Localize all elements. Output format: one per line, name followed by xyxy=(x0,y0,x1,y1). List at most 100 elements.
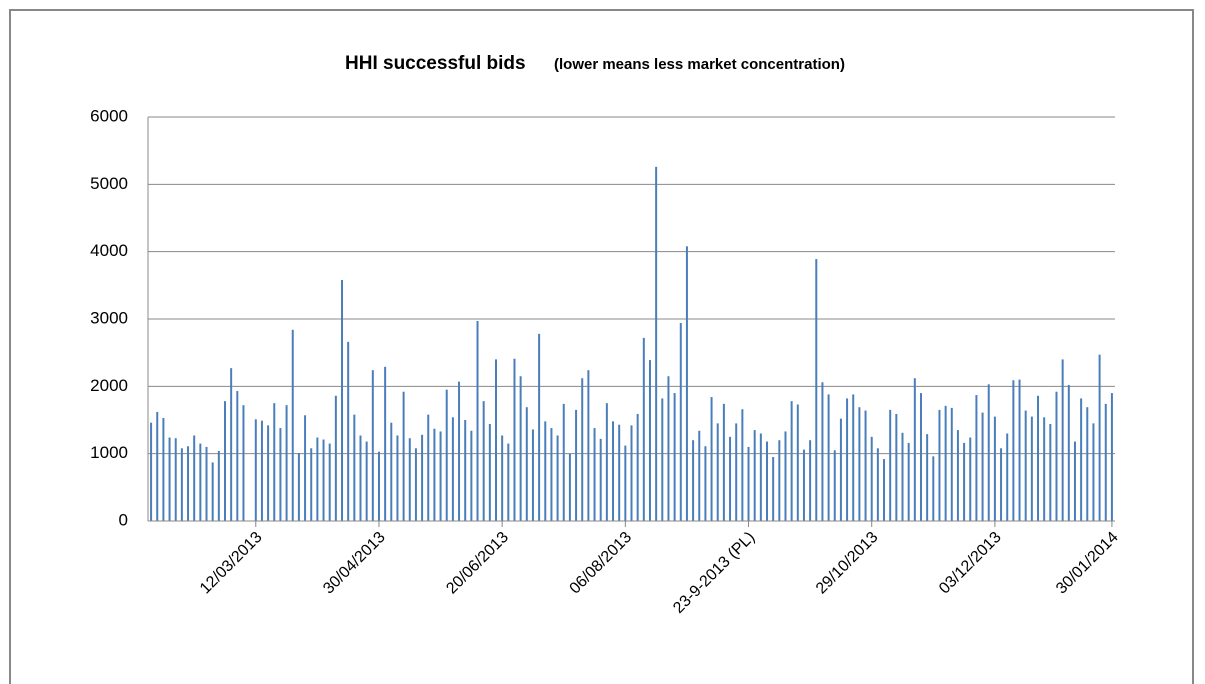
bar xyxy=(538,333,541,521)
bar xyxy=(150,422,153,521)
bar xyxy=(513,358,516,521)
bar xyxy=(531,429,534,521)
bar xyxy=(1098,354,1101,521)
bar xyxy=(605,403,608,521)
x-tick-label: 30/01/2014 xyxy=(1053,529,1122,598)
x-tick-label: 29/10/2013 xyxy=(813,529,882,598)
bar xyxy=(759,433,762,521)
bar xyxy=(975,395,978,521)
bar xyxy=(445,389,448,521)
bar xyxy=(550,428,553,521)
x-tick-label: 23-9-2013 (PL) xyxy=(670,529,758,617)
bar xyxy=(667,376,670,521)
bar xyxy=(858,407,861,521)
bar xyxy=(839,418,842,521)
bar xyxy=(612,421,615,521)
bar xyxy=(907,442,910,521)
bar xyxy=(230,368,233,521)
bar xyxy=(679,323,682,521)
bar xyxy=(981,412,984,521)
bar xyxy=(919,393,922,521)
bar xyxy=(267,425,270,521)
bar xyxy=(316,437,319,521)
bar xyxy=(427,414,430,521)
bar xyxy=(864,410,867,521)
bar xyxy=(402,391,405,521)
y-tick-label: 6000 xyxy=(90,106,128,125)
x-tick-label: 20/06/2013 xyxy=(443,529,512,598)
chart-title: HHI successful bids xyxy=(345,53,526,74)
bar xyxy=(753,430,756,521)
bar xyxy=(1037,395,1040,521)
bar xyxy=(1055,391,1058,521)
bar xyxy=(913,378,916,521)
x-tick-label: 06/08/2013 xyxy=(567,529,636,598)
bar xyxy=(852,394,855,521)
x-tick-label: 03/12/2013 xyxy=(936,529,1005,598)
bar xyxy=(291,329,294,521)
bar xyxy=(889,409,892,521)
bar xyxy=(944,405,947,521)
x-tick-label: 30/04/2013 xyxy=(320,529,389,598)
bar xyxy=(1024,410,1027,521)
bar xyxy=(716,423,719,521)
bar xyxy=(193,435,196,521)
bar xyxy=(692,440,695,521)
bar xyxy=(174,438,177,521)
bar xyxy=(901,432,904,521)
bar xyxy=(507,443,510,521)
bar xyxy=(704,446,707,521)
bar xyxy=(414,448,417,521)
bar xyxy=(969,437,972,521)
bar xyxy=(636,413,639,521)
bar xyxy=(334,395,337,521)
bar xyxy=(156,411,159,521)
bar xyxy=(766,441,769,521)
y-tick-label: 4000 xyxy=(90,241,128,260)
bar xyxy=(642,337,645,521)
bar xyxy=(1018,379,1021,521)
bar xyxy=(187,446,190,521)
bar xyxy=(648,360,651,521)
bar xyxy=(236,391,239,521)
bar xyxy=(624,445,627,521)
bar xyxy=(525,407,528,521)
y-tick-label: 0 xyxy=(119,510,128,529)
bar xyxy=(556,435,559,521)
bar xyxy=(618,424,621,521)
bar xyxy=(482,401,485,521)
bar xyxy=(1049,424,1052,521)
bar xyxy=(796,404,799,521)
bar xyxy=(359,435,362,521)
bar xyxy=(488,424,491,521)
y-tick-label: 1000 xyxy=(90,443,128,462)
bar xyxy=(710,397,713,521)
bar xyxy=(673,393,676,521)
bar xyxy=(932,456,935,521)
bar xyxy=(993,416,996,521)
bar xyxy=(778,440,781,521)
bar xyxy=(304,415,307,521)
bar xyxy=(741,409,744,521)
bar xyxy=(587,370,590,521)
bar xyxy=(322,439,325,521)
bar xyxy=(199,443,202,521)
bar xyxy=(809,440,812,521)
bar xyxy=(1000,448,1003,521)
bar xyxy=(242,405,245,521)
bar xyxy=(1043,417,1046,521)
bar xyxy=(223,401,226,521)
bar xyxy=(365,441,368,521)
bar xyxy=(254,419,257,521)
bar xyxy=(279,428,282,521)
bar xyxy=(180,448,183,521)
bar xyxy=(1012,380,1015,521)
bar xyxy=(722,403,725,521)
bar xyxy=(347,341,350,521)
bar xyxy=(735,423,738,521)
bar xyxy=(451,417,454,521)
bar xyxy=(883,459,886,521)
bar xyxy=(458,381,461,521)
bar xyxy=(464,420,467,521)
